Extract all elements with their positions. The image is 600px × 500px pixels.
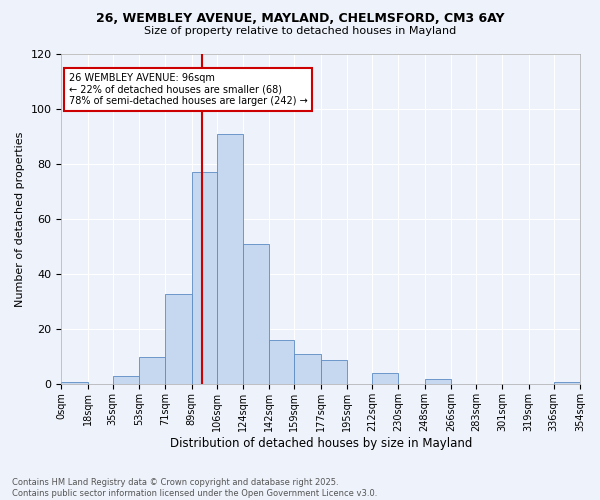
Text: 26, WEMBLEY AVENUE, MAYLAND, CHELMSFORD, CM3 6AY: 26, WEMBLEY AVENUE, MAYLAND, CHELMSFORD,…	[96, 12, 504, 26]
Bar	[113, 376, 139, 384]
Bar	[166, 294, 192, 384]
Bar	[554, 382, 580, 384]
X-axis label: Distribution of detached houses by size in Mayland: Distribution of detached houses by size …	[170, 437, 472, 450]
Bar	[139, 357, 166, 384]
Text: Contains HM Land Registry data © Crown copyright and database right 2025.
Contai: Contains HM Land Registry data © Crown c…	[12, 478, 377, 498]
Bar	[269, 340, 295, 384]
Bar	[295, 354, 321, 384]
Bar	[372, 374, 398, 384]
Text: 26 WEMBLEY AVENUE: 96sqm
← 22% of detached houses are smaller (68)
78% of semi-d: 26 WEMBLEY AVENUE: 96sqm ← 22% of detach…	[69, 74, 307, 106]
Bar	[243, 244, 269, 384]
Bar	[425, 379, 451, 384]
Bar	[61, 382, 88, 384]
Y-axis label: Number of detached properties: Number of detached properties	[15, 132, 25, 307]
Bar	[192, 172, 217, 384]
Bar	[321, 360, 347, 384]
Text: Size of property relative to detached houses in Mayland: Size of property relative to detached ho…	[144, 26, 456, 36]
Bar	[217, 134, 243, 384]
